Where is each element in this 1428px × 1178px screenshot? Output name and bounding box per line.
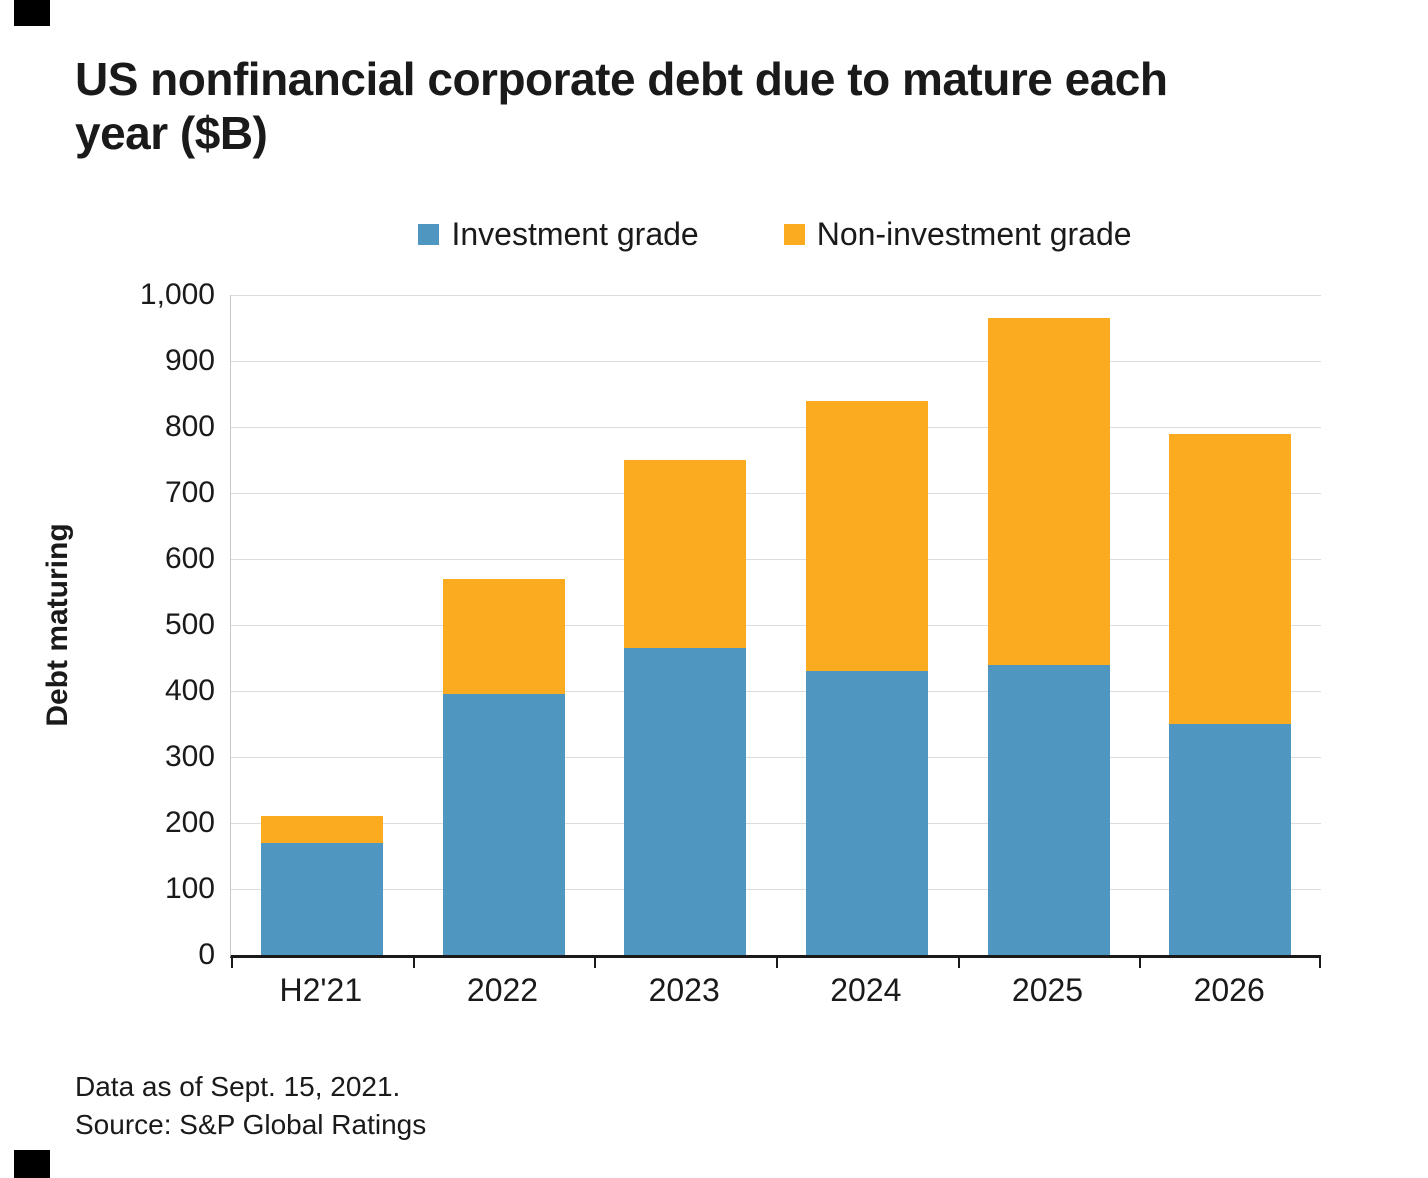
y-tick-label-700: 700 (164, 476, 215, 509)
x-axis-tick-mark (776, 958, 778, 968)
x-axis-tick-mark (1319, 958, 1321, 968)
chart-title: US nonfinancial corporate debt due to ma… (75, 53, 1168, 160)
legend-item-investment-grade: Investment grade (418, 216, 699, 253)
plot-area (230, 295, 1321, 968)
x-axis-tick-mark (594, 958, 597, 968)
x-axis-tick-mark (231, 958, 233, 968)
y-tick-label-400: 400 (164, 674, 215, 707)
y-tick-label-600: 600 (164, 542, 215, 575)
gridline-1000 (231, 295, 1321, 296)
footnote-data-as-of: Data as of Sept. 15, 2021. (75, 1071, 401, 1102)
gridline-800 (231, 427, 1321, 428)
legend-label-non-investment-grade: Non-investment grade (816, 216, 1132, 252)
x-tick-label-2022: 2022 (466, 972, 539, 1008)
legend: Investment grade Non-investment grade (230, 216, 1320, 253)
legend-swatch-investment-grade (418, 224, 440, 245)
x-axis-tick-mark (1139, 958, 1142, 968)
x-tick-label-2023: 2023 (648, 972, 720, 1008)
bar-segment-2022-non-investment-grade (442, 578, 565, 695)
y-tick-label-1000: 1,000 (139, 278, 215, 311)
gridline-500 (231, 625, 1321, 626)
y-tick-label-200: 200 (164, 806, 215, 839)
x-tick-label-2024: 2024 (830, 972, 902, 1008)
gridline-700 (231, 493, 1321, 494)
bar-segment-H221-investment-grade (260, 842, 383, 955)
y-tick-label-900: 900 (164, 344, 215, 377)
x-tick-label-2026: 2026 (1193, 972, 1265, 1008)
footnote: Data as of Sept. 15, 2021. Source: S&P G… (75, 1068, 426, 1144)
bar-segment-H221-non-investment-grade (260, 816, 383, 843)
bar-segment-2026-investment-grade (1169, 724, 1292, 955)
gridline-200 (231, 823, 1321, 824)
x-axis-tick-mark (412, 958, 415, 968)
bar-segment-2023-non-investment-grade (624, 460, 747, 649)
bar-segment-2024-non-investment-grade (805, 400, 928, 672)
gridline-300 (231, 757, 1321, 758)
gridline-600 (231, 559, 1321, 560)
y-tick-label-500: 500 (164, 608, 215, 641)
x-tick-label-H221: H2'21 (279, 972, 363, 1008)
y-tick-label-800: 800 (164, 410, 215, 443)
footnote-source: Source: S&P Global Ratings (75, 1108, 427, 1140)
x-tick-label-2025: 2025 (1011, 972, 1084, 1008)
gridline-400 (231, 691, 1321, 692)
bar-segment-2025-non-investment-grade (987, 318, 1110, 665)
gridline-100 (231, 889, 1321, 890)
crop-mark-top-left (14, 0, 50, 26)
y-tick-label-0: 0 (198, 938, 215, 971)
y-tick-label-100: 100 (164, 872, 215, 905)
y-tick-label-300: 300 (164, 740, 215, 773)
bar-segment-2025-investment-grade (987, 664, 1110, 955)
bar-segment-2023-investment-grade (624, 648, 747, 955)
legend-item-non-investment-grade: Non-investment grade (783, 216, 1132, 253)
x-axis-tick-mark (957, 958, 960, 968)
legend-label-investment-grade: Investment grade (451, 216, 699, 252)
crop-mark-bottom-left (14, 1150, 50, 1178)
x-tick-labels: H2'21 2022 2023 2024 2025 2026 (230, 972, 1320, 1016)
gridline-900 (231, 361, 1321, 362)
legend-swatch-non-investment-grade (783, 224, 805, 245)
bar-segment-2022-investment-grade (442, 694, 565, 955)
y-tick-labels: 0 100 200 300 400 500 600 700 800 900 1,000 (40, 278, 215, 971)
bar-segment-2024-investment-grade (805, 671, 928, 955)
bar-segment-2026-non-investment-grade (1169, 433, 1292, 724)
